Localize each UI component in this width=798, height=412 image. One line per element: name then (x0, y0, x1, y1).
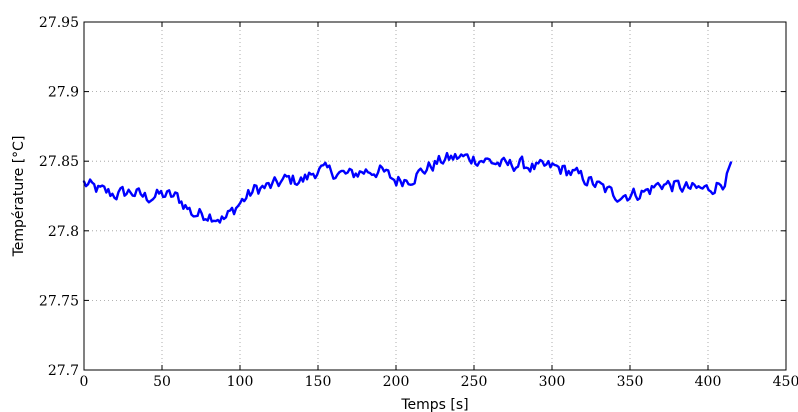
y-axis-label: Température [°C] (11, 136, 27, 258)
x-tick-label: 350 (617, 374, 644, 390)
x-tick-label: 100 (227, 374, 254, 390)
x-axis-label: Temps [s] (400, 397, 468, 412)
y-tick-label: 27.95 (39, 15, 79, 31)
x-tick-label: 300 (539, 374, 566, 390)
y-tick-label: 27.7 (48, 363, 79, 379)
series-line (82, 151, 733, 224)
y-tick-label: 27.75 (39, 293, 79, 309)
x-tick-label: 50 (153, 374, 171, 390)
x-tick-label: 0 (80, 374, 89, 390)
y-tick-label: 27.8 (48, 224, 79, 240)
x-tick-label: 150 (305, 374, 332, 390)
x-tick-label: 250 (461, 374, 488, 390)
y-tick-label: 27.9 (48, 85, 79, 101)
plot-frame (83, 21, 787, 371)
grid (84, 22, 786, 370)
y-tick-labels: 27.7 27.75 27.8 27.85 27.9 27.95 (39, 15, 79, 379)
y-tick-label: 27.85 (39, 154, 79, 170)
x-tick-label: 200 (383, 374, 410, 390)
x-tick-labels: 0 50 100 150 200 250 300 350 400 450 (80, 374, 798, 390)
tick-marks (83, 21, 787, 371)
x-tick-label: 400 (695, 374, 722, 390)
x-tick-label: 450 (773, 374, 798, 390)
